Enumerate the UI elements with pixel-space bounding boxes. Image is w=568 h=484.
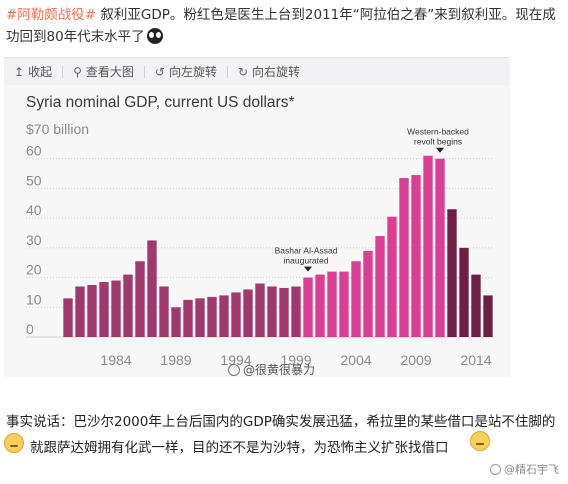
collapse-label: 收起 [28,65,53,79]
gdp-bar [399,178,409,337]
gdp-bar [471,274,481,337]
watermark2-text: @精石宇飞 [504,463,559,476]
scared-face-emoji-icon [146,28,163,44]
y-tick-label: 30 [26,232,42,248]
gdp-bar [231,292,241,337]
post-text: #阿勒颇战役# 叙利亚GDP。粉红色是医生上台到2011年“阿拉伯之春”来到叙利… [6,4,562,48]
rotate-left-label: 向左旋转 [168,65,217,79]
comment-line-1: 事实说话：巴沙尔2000年上台后国内的GDP确实发展迅猛，希拉里的某些借口是站不… [6,414,556,430]
annotation-marker [304,266,312,272]
comment-line-2: 就跟萨达姆拥有化武一样，目的还不是为沙特，为恐怖主义扩张找借口 [30,440,449,456]
x-tick-label: 2009 [400,352,431,368]
sweat-face-emoji-icon [4,433,24,453]
gdp-bar [123,274,133,337]
search-icon: ⚲ [73,64,82,79]
rotate-right-button[interactable]: ↻ 向右旋转 [228,58,310,85]
rotate-left-icon: ↺ [154,64,165,79]
gdp-bar [63,298,73,337]
weibo-watermark-icon [490,463,501,475]
gdp-bar [363,250,373,337]
gdp-bar [411,175,421,337]
view-large-button[interactable]: ⚲ 查看大图 [63,58,144,85]
y-unit-label: $70 billion [26,121,89,137]
image-toolbar: ↥ 收起 ⚲ 查看大图 ↺ 向左旋转 ↻ 向右旋转 [4,57,510,85]
watermark-text: @很黄很暴力 [243,363,316,377]
y-tick-label: 0 [26,321,34,337]
x-tick-label: 1984 [100,352,131,368]
gdp-bar [459,247,469,337]
x-tick-label: 1989 [160,352,191,368]
gdp-bar [327,271,337,337]
annotation-label: Western-backed [407,127,469,137]
gdp-bar [267,286,277,337]
x-tick-label: 1994 [220,352,251,368]
annotation-label: inaugurated [284,256,329,266]
gdp-bar [375,235,385,337]
gdp-bar [255,283,265,337]
rotate-right-icon: ↻ [237,64,249,79]
y-tick-label: 40 [26,202,42,218]
rotate-right-label: 向右旋转 [252,65,301,79]
collapse-button[interactable]: ↥ 收起 [4,58,62,85]
gdp-bar-chart: $70 billion 0 10 20 30 40 50 60 1984 1989 1994 1999… [26,121,494,368]
weibo-watermark-icon [228,363,240,376]
gdp-bar [303,277,313,337]
post-body: 叙利亚GDP。粉红色是医生上台到2011年“阿拉伯之春”来到叙利亚。现在成功回到… [6,7,556,45]
gdp-bar [435,158,445,337]
toolbar-divider [143,65,145,78]
x-tick-label: 2014 [460,352,491,368]
annotation-label: revolt begins [414,137,462,147]
gdp-bar [351,261,361,337]
comment-text: 事实说话：巴沙尔2000年上台后国内的GDP确实发展迅猛，希拉里的某些借口是站不… [6,409,566,461]
gdp-bar [219,295,229,337]
gdp-bar [147,240,157,337]
gdp-bar [483,295,493,337]
thinking-face-emoji-icon [470,431,490,451]
y-tick-label: 60 [26,143,42,159]
gdp-bar [207,296,217,337]
gdp-bar [279,287,289,337]
gdp-bar [171,307,181,337]
image-watermark: @很黄很暴力 [228,361,315,378]
image-watermark-2: @精石宇飞 [490,461,559,477]
toolbar-divider [226,65,228,78]
arrow-up-icon: ↥ [14,64,25,79]
gdp-bar [87,285,97,337]
gdp-bar [339,271,349,337]
gdp-bar [195,298,205,337]
gdp-bar [183,299,193,337]
gdp-bar [243,289,253,337]
gdp-bar [159,286,169,337]
y-tick-label: 20 [26,262,42,278]
gdp-bar [291,286,301,337]
gdp-bar [75,286,85,337]
rotate-left-button[interactable]: ↺ 向左旋转 [145,58,227,85]
annotation-marker [436,147,444,153]
x-tick-label: 1999 [280,352,311,368]
gdp-bar [315,274,325,337]
gdp-bar [423,155,433,337]
gdp-bar [99,282,109,337]
y-tick-label: 10 [26,291,42,307]
view-large-label: 查看大图 [85,65,134,79]
gdp-chart-image[interactable]: Syria nominal GDP, current US dollars* $… [4,85,510,377]
gdp-bar [111,280,121,337]
gdp-bar [447,209,457,337]
annotation-label: Bashar Al-Assad [275,246,338,256]
x-tick-label: 2004 [340,352,371,368]
toolbar-divider [62,65,64,78]
gdp-bar [387,216,397,337]
post-hashtag[interactable]: #阿勒颇战役# [6,7,97,23]
chart-title: Syria nominal GDP, current US dollars* [26,94,295,111]
gdp-bar [135,261,145,337]
y-tick-label: 50 [26,172,42,188]
